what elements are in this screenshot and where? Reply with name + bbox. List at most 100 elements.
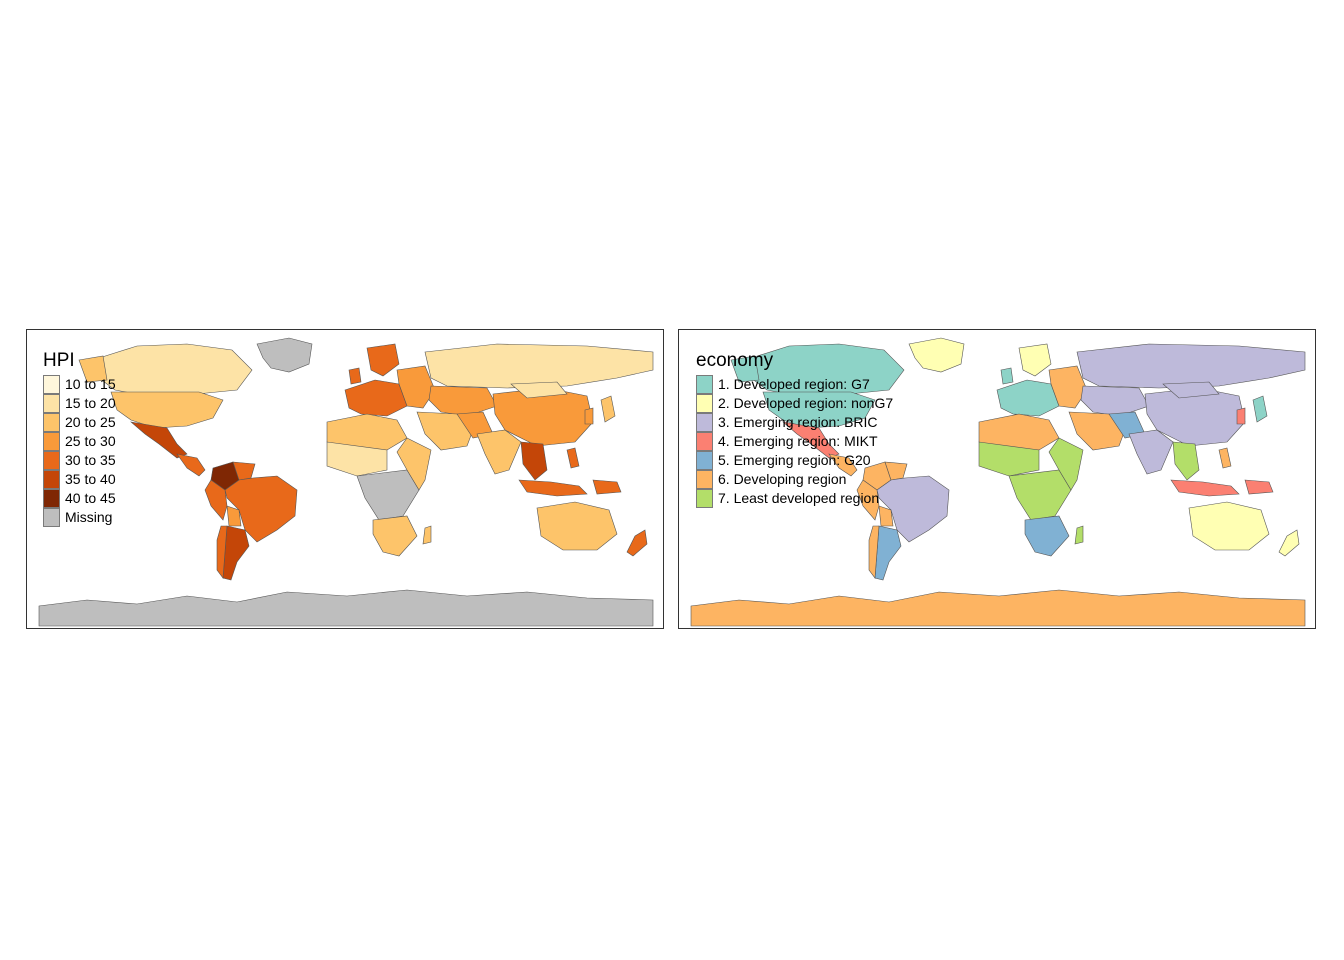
russia bbox=[424, 343, 654, 389]
legend-label: 3. Emerging region: BRIC bbox=[718, 414, 878, 430]
japan bbox=[600, 395, 616, 423]
canada bbox=[98, 343, 253, 397]
legend-swatch bbox=[43, 394, 60, 413]
legend-item: 6. Developing region bbox=[696, 470, 893, 489]
legend-label: 30 to 35 bbox=[65, 452, 116, 468]
bolivia bbox=[226, 505, 242, 527]
legend-item: 2. Developed region: nonG7 bbox=[696, 394, 893, 413]
legend-label: 7. Least developed region bbox=[718, 490, 880, 506]
western-europe bbox=[996, 379, 1060, 417]
central-america bbox=[828, 453, 858, 477]
hpi-world-map bbox=[38, 337, 654, 627]
australia bbox=[536, 501, 618, 551]
legend-swatch bbox=[696, 470, 713, 489]
western-europe bbox=[344, 379, 408, 417]
legend-swatch bbox=[43, 508, 60, 527]
legend-item: 3. Emerging region: BRIC bbox=[696, 413, 893, 432]
sahel bbox=[326, 441, 388, 477]
chile bbox=[216, 525, 228, 579]
india bbox=[1128, 429, 1174, 475]
hpi-legend: HPI 10 to 15 15 to 20 20 to 25 25 to 30 30 t… bbox=[43, 351, 116, 527]
japan bbox=[1252, 395, 1268, 423]
legend-swatch bbox=[43, 489, 60, 508]
southern-africa bbox=[1024, 515, 1070, 557]
legend-label: 4. Emerging region: MIKT bbox=[718, 433, 878, 449]
argentina bbox=[222, 525, 250, 581]
legend-label: 25 to 30 bbox=[65, 433, 116, 449]
russia bbox=[1076, 343, 1306, 389]
legend-swatch bbox=[696, 489, 713, 508]
legend-item: 4. Emerging region: MIKT bbox=[696, 432, 893, 451]
legend-label: 1. Developed region: G7 bbox=[718, 376, 870, 392]
legend-label: 15 to 20 bbox=[65, 395, 116, 411]
australia bbox=[1188, 501, 1270, 551]
usa bbox=[110, 391, 224, 429]
legend-label: 5. Emerging region: G20 bbox=[718, 452, 871, 468]
new-zealand bbox=[1278, 529, 1300, 557]
legend-label: Missing bbox=[65, 509, 113, 525]
legend-item: 40 to 45 bbox=[43, 489, 116, 508]
central-africa bbox=[1008, 469, 1072, 521]
mexico bbox=[129, 421, 188, 459]
uk bbox=[348, 367, 362, 385]
legend-item: 25 to 30 bbox=[43, 432, 116, 451]
east-africa bbox=[1048, 437, 1084, 491]
legend-swatch bbox=[43, 375, 60, 394]
brazil bbox=[224, 475, 298, 543]
philippines bbox=[1218, 447, 1232, 469]
canada bbox=[750, 343, 905, 397]
economy-world-map bbox=[690, 337, 1306, 627]
indonesia bbox=[1170, 479, 1240, 497]
mongolia bbox=[510, 381, 568, 399]
legend-item: Missing bbox=[43, 508, 116, 527]
legend-swatch bbox=[43, 470, 60, 489]
legend-swatch bbox=[43, 413, 60, 432]
mongolia bbox=[1162, 381, 1220, 399]
new-zealand bbox=[626, 529, 648, 557]
legend-item: 5. Emerging region: G20 bbox=[696, 451, 893, 470]
eastern-europe bbox=[1048, 365, 1088, 409]
economy-legend: economy 1. Developed region: G7 2. Develo… bbox=[696, 351, 893, 508]
madagascar bbox=[1074, 525, 1084, 545]
legend-swatch bbox=[696, 394, 713, 413]
central-asia bbox=[1080, 385, 1150, 417]
east-africa bbox=[396, 437, 432, 491]
central-africa bbox=[356, 469, 420, 521]
usa bbox=[762, 391, 876, 429]
peru bbox=[204, 479, 228, 521]
southern-africa bbox=[372, 515, 418, 557]
alaska bbox=[78, 355, 108, 383]
legend-swatch bbox=[43, 451, 60, 470]
legend-swatch bbox=[696, 375, 713, 394]
chile bbox=[868, 525, 880, 579]
legend-label: 35 to 40 bbox=[65, 471, 116, 487]
scandinavia bbox=[1018, 343, 1052, 377]
legend-label: 6. Developing region bbox=[718, 471, 847, 487]
legend-swatch bbox=[696, 432, 713, 451]
eastern-europe bbox=[396, 365, 436, 409]
southeast-asia bbox=[1172, 441, 1200, 481]
legend-label: 20 to 25 bbox=[65, 414, 116, 430]
legend-label: 10 to 15 bbox=[65, 376, 116, 392]
korea bbox=[1236, 407, 1246, 425]
greenland bbox=[256, 337, 313, 373]
korea bbox=[584, 407, 594, 425]
philippines bbox=[566, 447, 580, 469]
hpi-legend-title: HPI bbox=[43, 350, 75, 371]
papua bbox=[592, 479, 622, 495]
economy-legend-title: economy bbox=[696, 350, 774, 371]
antarctica bbox=[690, 589, 1306, 627]
legend-label: 2. Developed region: nonG7 bbox=[718, 395, 894, 411]
legend-item: 7. Least developed region bbox=[696, 489, 893, 508]
economy-map-panel: economy 1. Developed region: G7 2. Develo… bbox=[678, 329, 1316, 629]
india bbox=[476, 429, 522, 475]
legend-item: 35 to 40 bbox=[43, 470, 116, 489]
antarctica bbox=[38, 589, 654, 627]
legend-item: 1. Developed region: G7 bbox=[696, 375, 893, 394]
legend-item: 20 to 25 bbox=[43, 413, 116, 432]
indonesia bbox=[518, 479, 588, 497]
scandinavia bbox=[366, 343, 400, 377]
madagascar bbox=[422, 525, 432, 545]
alaska bbox=[730, 355, 760, 383]
legend-item: 15 to 20 bbox=[43, 394, 116, 413]
